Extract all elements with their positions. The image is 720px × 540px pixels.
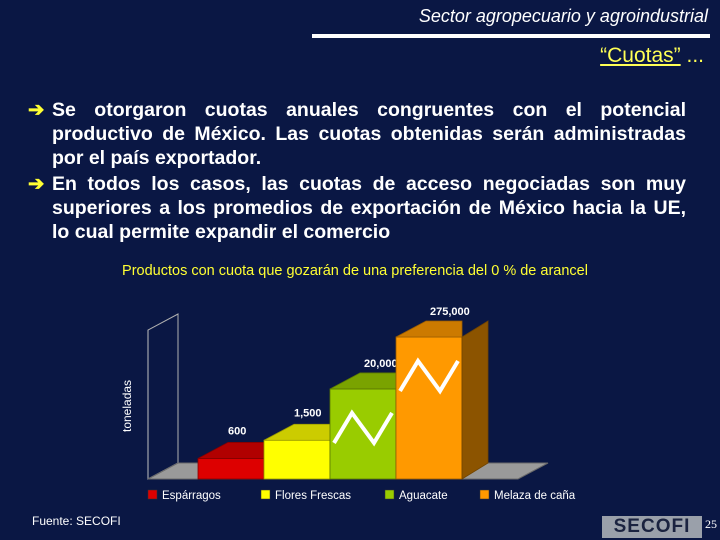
data-label: 20,000: [364, 358, 398, 370]
secofi-logo: SECOFI: [602, 516, 702, 538]
data-label: 600: [228, 425, 246, 437]
slide-header-title: Sector agropecuario y agroindustrial: [418, 6, 708, 26]
bullet-item: ➔ En todos los casos, las cuotas de acce…: [28, 172, 686, 244]
legend-swatch: [260, 489, 271, 500]
header-divider: [312, 34, 710, 38]
scale-break-mark: [332, 409, 394, 447]
data-label: 1,500: [294, 407, 322, 419]
legend-label: Aguacate: [399, 490, 448, 502]
legend-label: Flores Frescas: [275, 490, 351, 502]
legend-swatch: [479, 489, 490, 500]
scale-break-mark: [398, 357, 460, 395]
legend-swatch: [147, 489, 158, 500]
bar-front: [197, 458, 265, 480]
y-axis-label: toneladas: [120, 380, 134, 432]
bar-top: [395, 320, 463, 338]
legend-label: Melaza de caña: [494, 490, 576, 502]
source-note: Fuente: SECOFI: [32, 514, 121, 528]
bullet-item: ➔ Se otorgaron cuotas anuales congruente…: [28, 98, 686, 170]
bar-front: [263, 439, 331, 480]
bullet-list: ➔ Se otorgaron cuotas anuales congruente…: [28, 98, 686, 246]
legend-label: Espárragos: [162, 490, 221, 502]
arrow-right-icon: ➔: [28, 173, 45, 195]
bullet-text: En todos los casos, las cuotas de acceso…: [52, 173, 686, 243]
subtitle-text: “Cuotas”: [600, 44, 681, 67]
chart-title: Productos con cuota que gozarán de una p…: [122, 263, 588, 279]
bar-top: [329, 372, 397, 390]
bar-front: [395, 336, 463, 480]
subtitle-ellipsis: ...: [680, 44, 704, 67]
arrow-right-icon: ➔: [28, 99, 45, 121]
bullet-text: Se otorgaron cuotas anuales congruentes …: [52, 99, 686, 169]
page-number: 25: [705, 517, 717, 531]
bar-side: [461, 320, 489, 480]
bar-top: [263, 423, 331, 441]
legend-swatch: [384, 489, 395, 500]
slide-subtitle: “Cuotas” ...: [600, 44, 704, 68]
bar-top: [197, 442, 265, 459]
chart-back-wall: [147, 313, 179, 480]
data-label: 275,000: [430, 306, 470, 318]
